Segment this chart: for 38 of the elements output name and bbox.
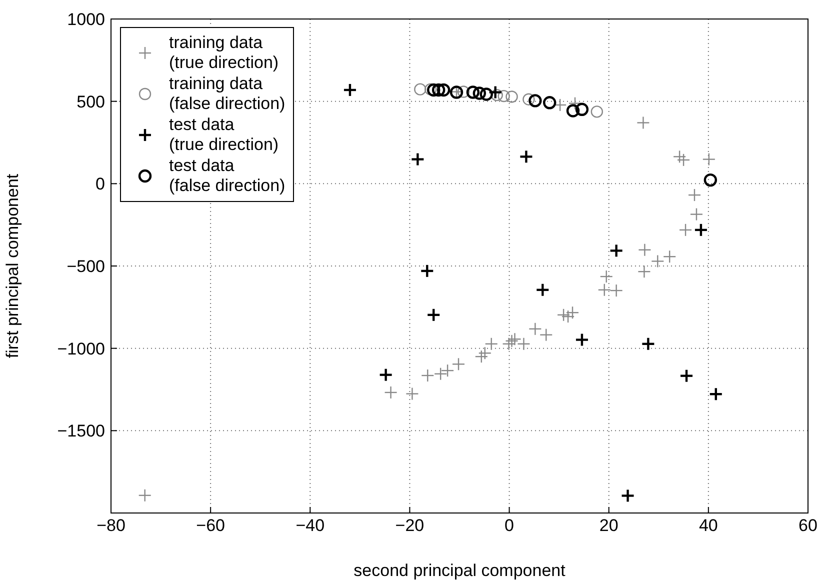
legend-label: training data (false direction) <box>169 74 286 114</box>
point <box>543 96 556 110</box>
legend-label: test data (false direction) <box>169 156 286 196</box>
point <box>432 83 446 97</box>
x-tick-label: −80 <box>96 516 126 536</box>
y-tick-label: −500 <box>66 257 105 276</box>
y-tick-label: 0 <box>96 174 105 194</box>
x-tick-label: −20 <box>395 516 424 536</box>
point <box>528 94 542 108</box>
point <box>498 90 510 102</box>
point <box>414 83 426 96</box>
point <box>424 83 437 96</box>
point <box>427 83 440 97</box>
point <box>466 86 480 99</box>
x-tick-label: −40 <box>296 516 325 536</box>
x-tick-label: 0 <box>504 516 514 536</box>
point <box>480 88 493 101</box>
y-tick-label: −1500 <box>57 422 105 441</box>
point <box>575 102 589 116</box>
point <box>566 104 580 118</box>
point <box>704 173 718 187</box>
point <box>506 90 518 103</box>
x-axis-title: second principal component <box>354 561 566 580</box>
x-tick-label: −60 <box>196 516 225 536</box>
x-tick-label: 40 <box>698 516 718 536</box>
point <box>472 86 486 100</box>
x-tick-label: 60 <box>798 516 818 536</box>
point <box>522 93 535 106</box>
y-axis-title: first principal component <box>3 174 22 358</box>
point <box>590 106 604 118</box>
legend-label: training data (true direction) <box>169 33 279 73</box>
point <box>436 83 450 97</box>
legend-label: test data (true direction) <box>169 115 279 155</box>
y-tick-label: 1000 <box>67 10 105 30</box>
point <box>490 88 503 102</box>
x-tick-label: 20 <box>599 516 618 536</box>
y-tick-label: 500 <box>76 92 105 112</box>
y-tick-label: −1000 <box>57 339 105 358</box>
